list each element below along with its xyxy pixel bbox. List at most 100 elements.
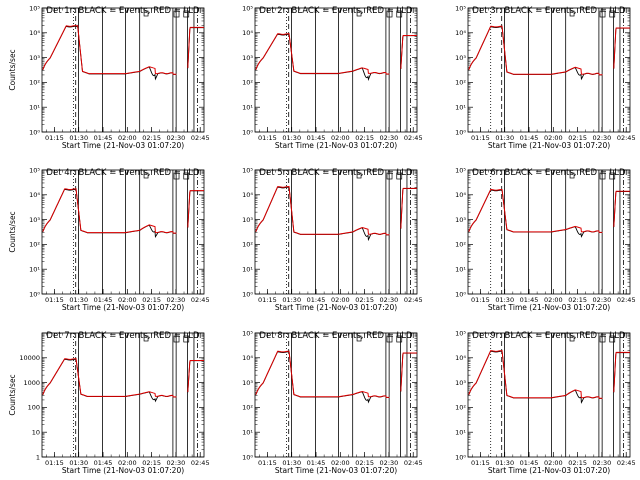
y-tick-label: 10² <box>455 79 466 87</box>
y-tick-label: 10² <box>29 79 40 87</box>
flag-box <box>143 10 149 17</box>
y-tick-label: 10⁴ <box>29 29 40 37</box>
x-tick-label: 02:15 <box>355 296 374 304</box>
panel-title: Det 8r: BLACK = Events, RED = LLD <box>259 331 413 341</box>
y-tick-label: 10⁰ <box>242 453 253 461</box>
x-tick-label: 01:15 <box>471 459 490 467</box>
flag-box <box>183 172 190 180</box>
x-tick-label: 01:15 <box>258 134 277 142</box>
x-tick-label: 01:30 <box>282 459 301 467</box>
x-axis-label: Start Time (21-Nov-03 01:07:20) <box>62 303 184 312</box>
panel-title: Det 9r: BLACK = Events, RED = LLD <box>472 331 626 341</box>
y-tick-label: 10² <box>242 241 253 249</box>
plot-frame <box>467 169 631 295</box>
y-tick-label: 10³ <box>455 379 466 387</box>
flag-box <box>396 172 403 180</box>
flag-box <box>569 172 575 179</box>
x-tick-label: 02:00 <box>544 134 563 142</box>
y-tick-label: 10 <box>32 429 40 437</box>
x-tick-label: 02:15 <box>142 296 161 304</box>
x-tick-label: 01:15 <box>45 459 64 467</box>
lld-series <box>42 358 204 398</box>
x-tick-label: 02:30 <box>380 459 399 467</box>
x-tick-label: 01:15 <box>45 296 64 304</box>
flag-box <box>609 335 616 343</box>
y-axis-label: Counts/sec <box>8 211 17 252</box>
x-tick-label: 02:45 <box>404 459 423 467</box>
x-tick-label: 01:45 <box>94 134 113 142</box>
x-tick-label: 02:30 <box>167 296 186 304</box>
x-tick-label: 02:00 <box>118 296 137 304</box>
plot-frame <box>467 7 631 133</box>
plot-frame <box>467 332 631 458</box>
panel-8: Det 8r: BLACK = Events, RED = LLD 10⁰ 10¹ 1… <box>242 329 422 475</box>
x-tick-label: 01:30 <box>495 296 514 304</box>
y-tick-label: 10⁵ <box>455 4 466 12</box>
y-tick-label: 10⁰ <box>455 453 466 461</box>
panel-2: Det 2r: BLACK = Events, RED = LLD 10⁰ 10¹ 1… <box>242 4 422 150</box>
y-tick-label: 10⁵ <box>455 166 466 174</box>
y-tick-label: 10¹ <box>29 266 40 274</box>
x-tick-label: 02:15 <box>355 459 374 467</box>
y-tick-label: 10⁵ <box>242 329 253 337</box>
panel-6: Det 6r: BLACK = Events, RED = LLD 10⁰ 10¹ 1… <box>455 166 635 312</box>
flag-box <box>386 172 393 180</box>
panel-5: Det 5r: BLACK = Events, RED = LLD 10⁰ 10¹ 1… <box>242 166 422 312</box>
y-tick-label: 10¹ <box>29 104 40 112</box>
x-axis-label: Start Time (21-Nov-03 01:07:20) <box>488 141 610 150</box>
y-tick-label: 10000 <box>19 354 40 362</box>
x-tick-label: 01:45 <box>520 296 539 304</box>
y-tick-label: 10⁰ <box>242 290 253 298</box>
panel-1: Det 1r: BLACK = Events, RED = LLD 10⁰ 10¹ 1… <box>8 4 210 150</box>
y-axis-label: Counts/sec <box>8 49 17 90</box>
y-tick-label: 10⁵ <box>455 329 466 337</box>
x-tick-label: 02:45 <box>404 134 423 142</box>
x-tick-label: 01:45 <box>520 134 539 142</box>
y-tick-label: 10⁵ <box>242 166 253 174</box>
y-tick-label: 10⁵ <box>29 4 40 12</box>
lld-series <box>468 350 630 399</box>
x-tick-label: 02:00 <box>331 459 350 467</box>
y-tick-label: 10⁰ <box>242 128 253 136</box>
events-series <box>255 32 417 81</box>
panel-title: Det 1r: BLACK = Events, RED = LLD <box>46 6 200 16</box>
flag-box <box>356 10 362 17</box>
y-tick-label: 10⁰ <box>455 128 466 136</box>
flag-box <box>173 172 180 180</box>
lld-series <box>42 24 204 75</box>
x-tick-label: 02:30 <box>380 134 399 142</box>
x-tick-label: 01:30 <box>282 134 301 142</box>
y-tick-label: 10¹ <box>455 104 466 112</box>
x-tick-label: 01:30 <box>495 459 514 467</box>
y-tick-label: 10⁴ <box>455 191 466 199</box>
events-series <box>42 188 204 238</box>
y-tick-label: 10⁴ <box>242 29 253 37</box>
flag-box <box>356 335 362 342</box>
events-series <box>468 25 630 81</box>
y-tick-label: 10⁴ <box>455 354 466 362</box>
lld-series <box>42 188 204 234</box>
y-tick-label: 10⁰ <box>29 128 40 136</box>
x-tick-label: 02:45 <box>191 134 210 142</box>
y-tick-label: 10³ <box>455 216 466 224</box>
x-tick-label: 02:30 <box>593 459 612 467</box>
y-tick-label: 10¹ <box>242 104 253 112</box>
x-tick-label: 01:15 <box>471 296 490 304</box>
flag-box <box>396 10 403 18</box>
x-tick-label: 02:30 <box>593 134 612 142</box>
y-tick-label: 10⁰ <box>29 290 40 298</box>
x-tick-label: 01:45 <box>307 134 326 142</box>
y-tick-label: 10⁴ <box>242 354 253 362</box>
flag-box <box>183 10 190 18</box>
x-axis-label: Start Time (21-Nov-03 01:07:20) <box>275 303 397 312</box>
flag-box <box>599 10 606 18</box>
x-tick-label: 01:45 <box>307 459 326 467</box>
panel-title: Det 7r: BLACK = Events, RED = LLD <box>46 331 200 341</box>
panel-title: Det 2r: BLACK = Events, RED = LLD <box>259 6 413 16</box>
lld-series <box>468 25 630 76</box>
panel-title: Det 3r: BLACK = Events, RED = LLD <box>472 6 626 16</box>
panel-7: Det 7r: BLACK = Events, RED = LLD 1 10 100 1… <box>8 331 210 475</box>
y-tick-label: 100 <box>28 404 40 412</box>
x-tick-label: 02:00 <box>331 134 350 142</box>
x-tick-label: 02:15 <box>568 296 587 304</box>
